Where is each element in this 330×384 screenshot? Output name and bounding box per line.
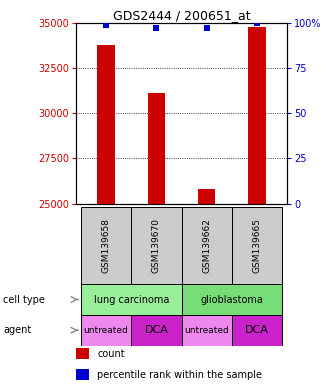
- Text: percentile rank within the sample: percentile rank within the sample: [97, 370, 262, 380]
- Text: glioblastoma: glioblastoma: [200, 295, 263, 305]
- Bar: [97, 45, 115, 204]
- Bar: [182, 315, 232, 346]
- Bar: [232, 315, 282, 346]
- Text: untreated: untreated: [84, 326, 128, 335]
- Text: GSM139670: GSM139670: [152, 218, 161, 273]
- Text: untreated: untreated: [184, 326, 229, 335]
- Bar: [76, 369, 88, 380]
- Bar: [198, 189, 215, 204]
- Bar: [232, 207, 282, 284]
- Bar: [248, 26, 266, 204]
- Bar: [182, 207, 232, 284]
- Bar: [131, 315, 182, 346]
- Text: GSM139658: GSM139658: [102, 218, 111, 273]
- Text: DCA: DCA: [245, 325, 269, 335]
- Bar: [182, 284, 282, 315]
- Bar: [131, 207, 182, 284]
- Text: lung carcinoma: lung carcinoma: [93, 295, 169, 305]
- Text: agent: agent: [3, 325, 32, 335]
- Title: GDS2444 / 200651_at: GDS2444 / 200651_at: [113, 9, 250, 22]
- Text: cell type: cell type: [3, 295, 45, 305]
- Bar: [81, 207, 131, 284]
- Bar: [148, 93, 165, 204]
- Text: GSM139662: GSM139662: [202, 218, 211, 273]
- Text: count: count: [97, 349, 125, 359]
- Text: GSM139665: GSM139665: [252, 218, 261, 273]
- Text: DCA: DCA: [145, 325, 168, 335]
- Bar: [81, 315, 131, 346]
- Bar: [76, 348, 88, 359]
- Bar: [81, 284, 182, 315]
